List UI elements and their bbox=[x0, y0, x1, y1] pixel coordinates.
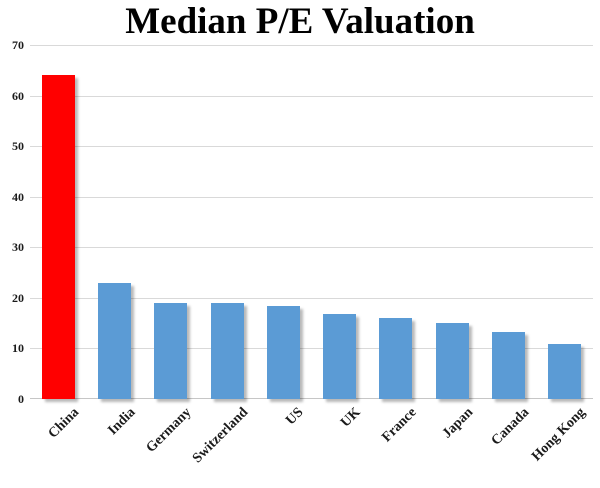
gridline-70 bbox=[30, 45, 593, 46]
x-tick-label-germany: Germany bbox=[143, 405, 195, 456]
x-tick-label-japan: Japan bbox=[439, 405, 476, 442]
gridline-10 bbox=[30, 348, 593, 350]
bar-india bbox=[97, 282, 131, 399]
bar-japan bbox=[435, 323, 469, 399]
x-tick-label-china: China bbox=[45, 405, 82, 442]
x-tick-label-uk: UK bbox=[337, 405, 364, 431]
x-tick-label-france: France bbox=[379, 405, 420, 446]
gridline-30 bbox=[30, 247, 593, 249]
gridline-40 bbox=[30, 196, 593, 198]
bar-china bbox=[41, 75, 75, 399]
y-tick-label-70: 70 bbox=[12, 38, 24, 52]
gridline-60 bbox=[30, 95, 593, 97]
bar-hong-kong bbox=[548, 344, 582, 399]
x-axis-line bbox=[30, 398, 593, 399]
chart-title: Median P/E Valuation bbox=[125, 1, 475, 42]
y-tick-label-20: 20 bbox=[12, 290, 24, 305]
bar-switzerland bbox=[210, 302, 244, 399]
bar-germany bbox=[154, 302, 188, 399]
x-tick-label-switzerland: Switzerland bbox=[189, 405, 251, 467]
y-tick-label-50: 50 bbox=[12, 139, 24, 154]
y-tick-label-40: 40 bbox=[12, 189, 24, 204]
bar-us bbox=[266, 305, 300, 399]
y-tick-label-0: 0 bbox=[18, 392, 24, 406]
gridline-20 bbox=[30, 297, 593, 299]
bar-france bbox=[379, 318, 413, 399]
bar-canada bbox=[492, 331, 526, 399]
y-tick-label-60: 60 bbox=[12, 88, 24, 103]
x-tick-label-canada: Canada bbox=[488, 405, 533, 449]
y-tick-label-10: 10 bbox=[12, 341, 24, 356]
y-tick-label-30: 30 bbox=[12, 240, 24, 255]
bar-uk bbox=[323, 314, 357, 399]
plot-area bbox=[30, 45, 593, 399]
x-tick-label-india: India bbox=[104, 405, 139, 439]
x-tick-label-hong-kong: Hong Kong bbox=[529, 405, 589, 465]
x-tick-label-us: US bbox=[283, 405, 307, 429]
gridline-50 bbox=[30, 146, 593, 148]
